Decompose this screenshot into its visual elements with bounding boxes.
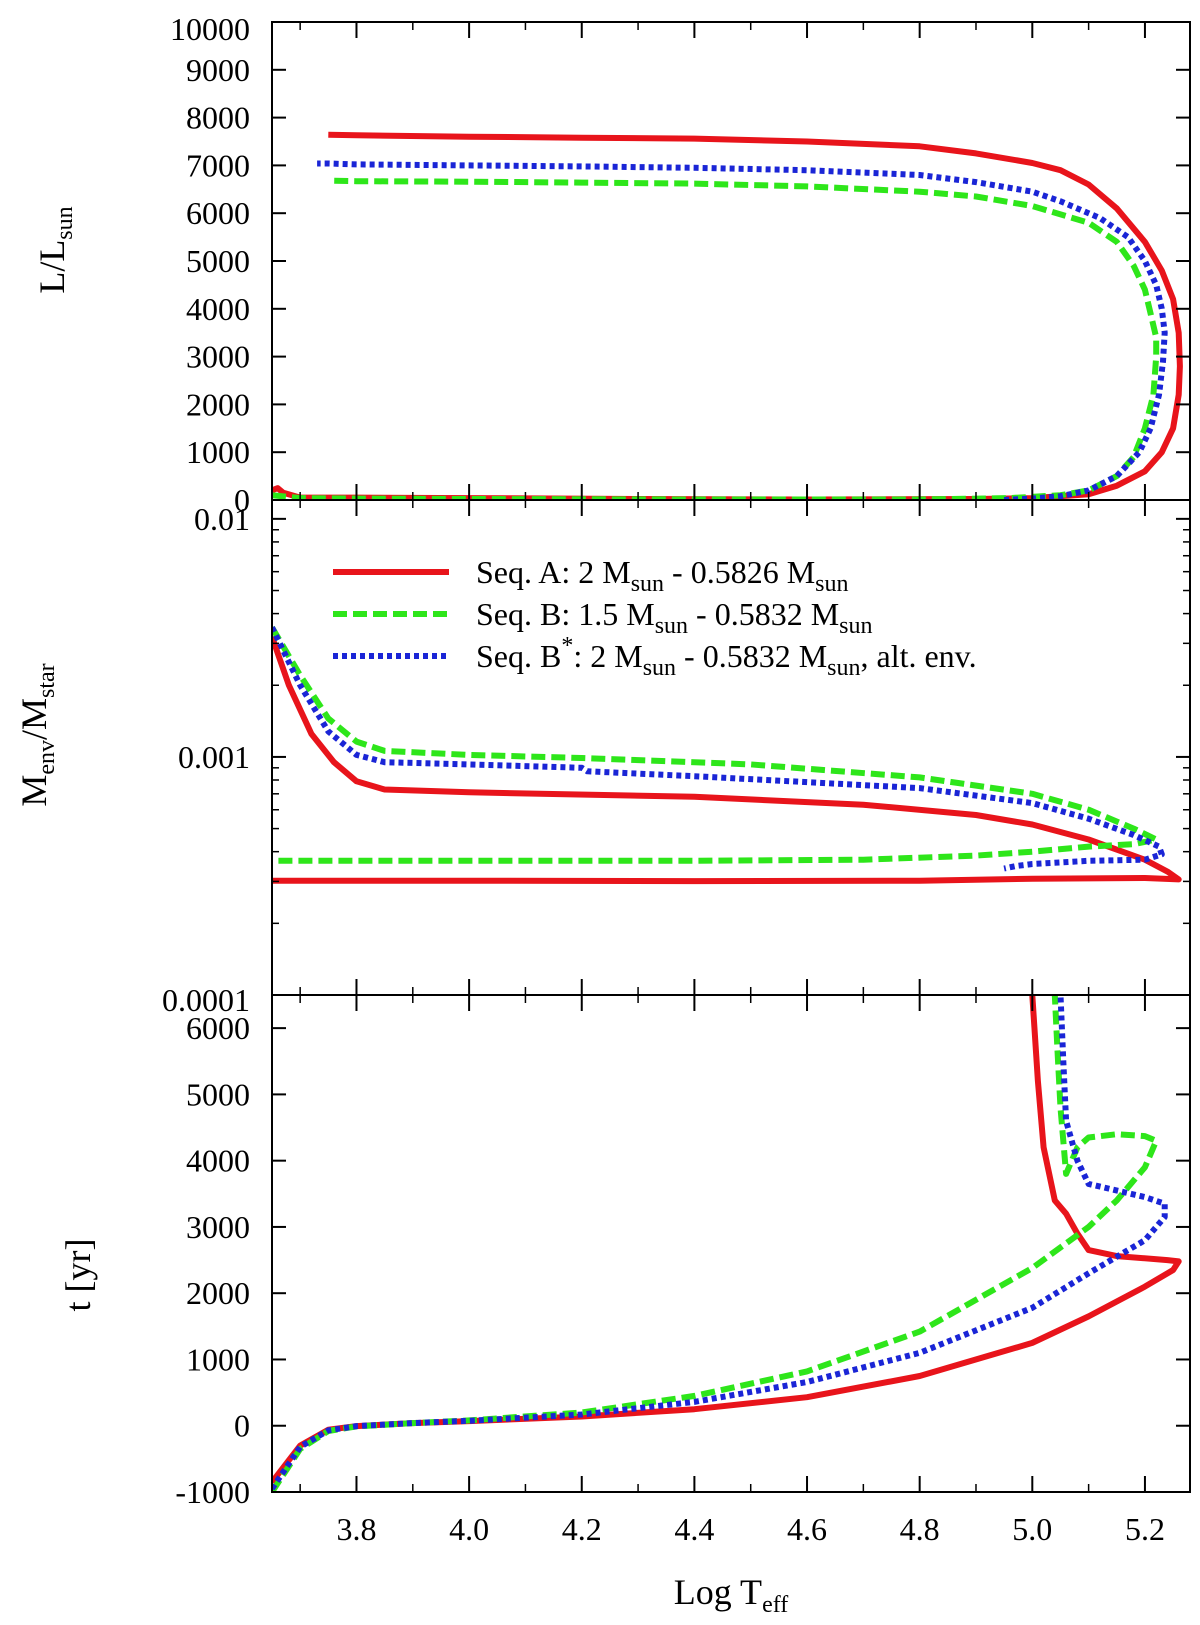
- middle-series-seq-a: [272, 635, 1182, 885]
- bottom-ytick-label: 3000: [186, 1209, 250, 1245]
- top-series-seq-b: [272, 177, 1160, 500]
- xtick-label: 4.8: [900, 1511, 940, 1547]
- legend-label-seq-a: Seq. A: 2 Msun - 0.5826 Msun: [476, 554, 848, 597]
- xtick-label: 5.0: [1012, 1511, 1052, 1547]
- xlabel: Log Teff: [674, 1572, 789, 1618]
- top-ytick-label: 7000: [186, 147, 250, 183]
- middle-ytick-label: 0.001: [178, 739, 250, 775]
- top-series-seq-bstar: [317, 160, 1168, 500]
- legend: Seq. A: 2 Msun - 0.5826 Msun Seq. B: 1.5…: [333, 554, 977, 681]
- bottom-ylabel: t [yr]: [58, 1239, 98, 1312]
- middle-ytick-label: 0.01: [194, 501, 250, 537]
- bottom-ytick-label: 5000: [186, 1076, 250, 1112]
- bottom-series-seq-b: [272, 995, 1160, 1492]
- bottom-series-seq-bstar: [272, 995, 1168, 1491]
- bottom-ytick-label: -1000: [175, 1474, 250, 1510]
- bottom-ytick-label: 6000: [186, 1010, 250, 1046]
- xtick-label: 4.2: [562, 1511, 602, 1547]
- bottom-panel-frame: [271, 994, 1191, 1493]
- bottom-ytick-label: 0: [234, 1408, 250, 1444]
- bottom-series-seq-a: [272, 995, 1182, 1484]
- bottom-ytick-label: 1000: [186, 1341, 250, 1377]
- xtick-label: 3.8: [336, 1511, 376, 1547]
- bottom-ytick-label: 4000: [186, 1143, 250, 1179]
- top-ytick-label: 2000: [186, 386, 250, 422]
- top-ytick-label: 8000: [186, 100, 250, 136]
- top-ytick-label: 6000: [186, 195, 250, 231]
- top-panel-frame: [271, 21, 1191, 501]
- top-ytick-label: 5000: [186, 243, 250, 279]
- legend-label-seq-bstar: Seq. B*: 2 Msun - 0.5832 Msun, alt. env.: [476, 633, 977, 681]
- top-ytick-label: 10000: [170, 11, 250, 47]
- middle-ytick-label: 0.0001: [162, 982, 250, 1018]
- top-ylabel: L/Lsun: [32, 206, 78, 293]
- middle-series-seq-b: [272, 625, 1160, 864]
- top-ytick-label: 0: [234, 482, 250, 518]
- middle-ylabel: Menv/Mstar: [14, 663, 60, 806]
- top-series-seq-a: [272, 131, 1183, 500]
- xtick-label: 4.0: [449, 1511, 489, 1547]
- legend-label-seq-b: Seq. B: 1.5 Msun - 0.5832 Msun: [476, 596, 872, 639]
- xtick-label: 4.4: [674, 1511, 714, 1547]
- top-ytick-label: 3000: [186, 339, 250, 375]
- top-ytick-label: 1000: [186, 434, 250, 470]
- top-ytick-label: 9000: [186, 52, 250, 88]
- xtick-label: 5.2: [1125, 1511, 1165, 1547]
- bottom-ytick-label: 2000: [186, 1275, 250, 1311]
- middle-series-seq-bstar: [272, 626, 1165, 872]
- xtick-label: 4.6: [787, 1511, 827, 1547]
- top-ytick-label: 4000: [186, 291, 250, 327]
